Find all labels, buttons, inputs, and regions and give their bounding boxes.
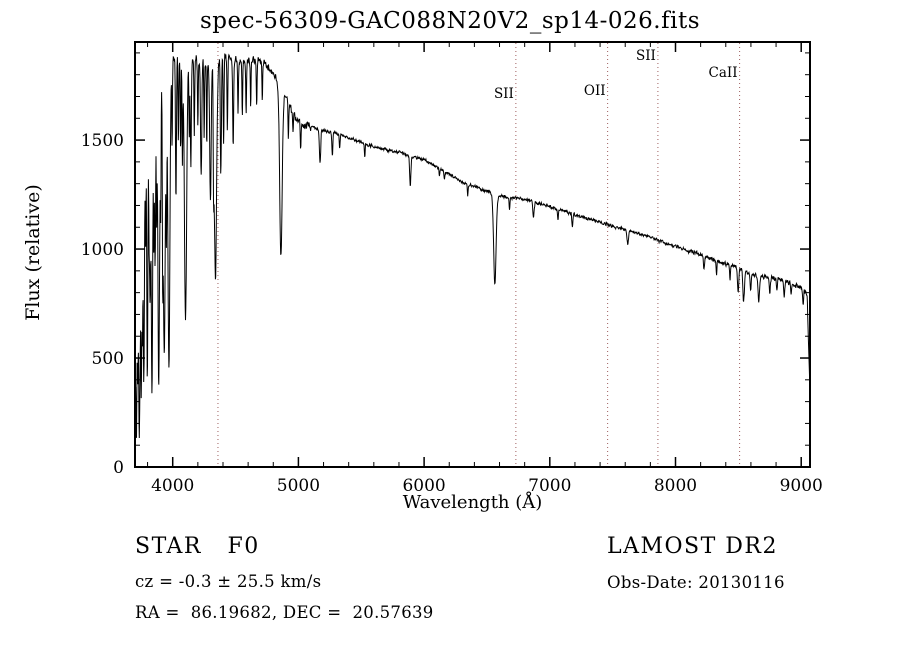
x-axis-label: Wavelength (Å): [402, 492, 543, 513]
y-tick-label: 0: [113, 458, 124, 478]
x-tick-label: 9000: [780, 476, 823, 496]
spectrum-line: [134, 53, 811, 439]
object-class-text: STAR F0: [135, 534, 260, 559]
x-tick-label: 8000: [654, 476, 697, 496]
y-tick-label: 500: [92, 349, 124, 369]
x-tick-label: 5000: [277, 476, 320, 496]
plot-title: spec-56309-GAC088N20V2_sp14-026.fits: [199, 8, 701, 34]
obs-date-text: Obs-Date: 20130116: [607, 573, 785, 592]
line-marker-label: SII: [494, 86, 514, 102]
x-tick-label: 6000: [402, 476, 445, 496]
redshift-text: cz = -0.3 ± 25.5 km/s: [135, 572, 322, 591]
y-tick-label: 1500: [81, 131, 124, 151]
y-tick-label: 1000: [81, 240, 124, 260]
plot-frame: [134, 41, 811, 468]
y-axis-label: Flux (relative): [22, 184, 44, 321]
line-marker-label: OII: [584, 83, 606, 99]
x-tick-label: 7000: [528, 476, 571, 496]
ra-dec-text: RA = 86.19682, DEC = 20.57639: [135, 603, 434, 622]
line-marker-label: CaII: [709, 65, 738, 81]
line-marker-label: SII: [636, 48, 656, 64]
x-tick-label: 4000: [151, 476, 194, 496]
survey-name-text: LAMOST DR2: [607, 534, 778, 559]
